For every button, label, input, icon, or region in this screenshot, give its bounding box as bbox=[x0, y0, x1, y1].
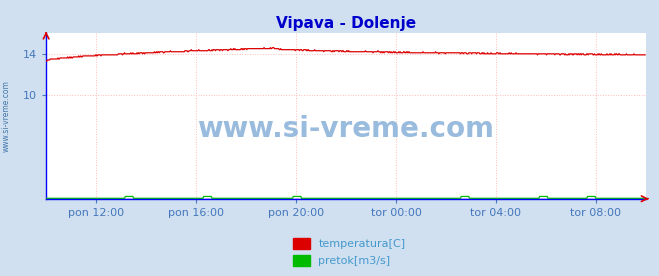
Text: www.si-vreme.com: www.si-vreme.com bbox=[2, 80, 11, 152]
Legend: temperatura[C], pretok[m3/s]: temperatura[C], pretok[m3/s] bbox=[289, 233, 410, 270]
Text: www.si-vreme.com: www.si-vreme.com bbox=[198, 115, 494, 143]
Title: Vipava - Dolenje: Vipava - Dolenje bbox=[276, 15, 416, 31]
